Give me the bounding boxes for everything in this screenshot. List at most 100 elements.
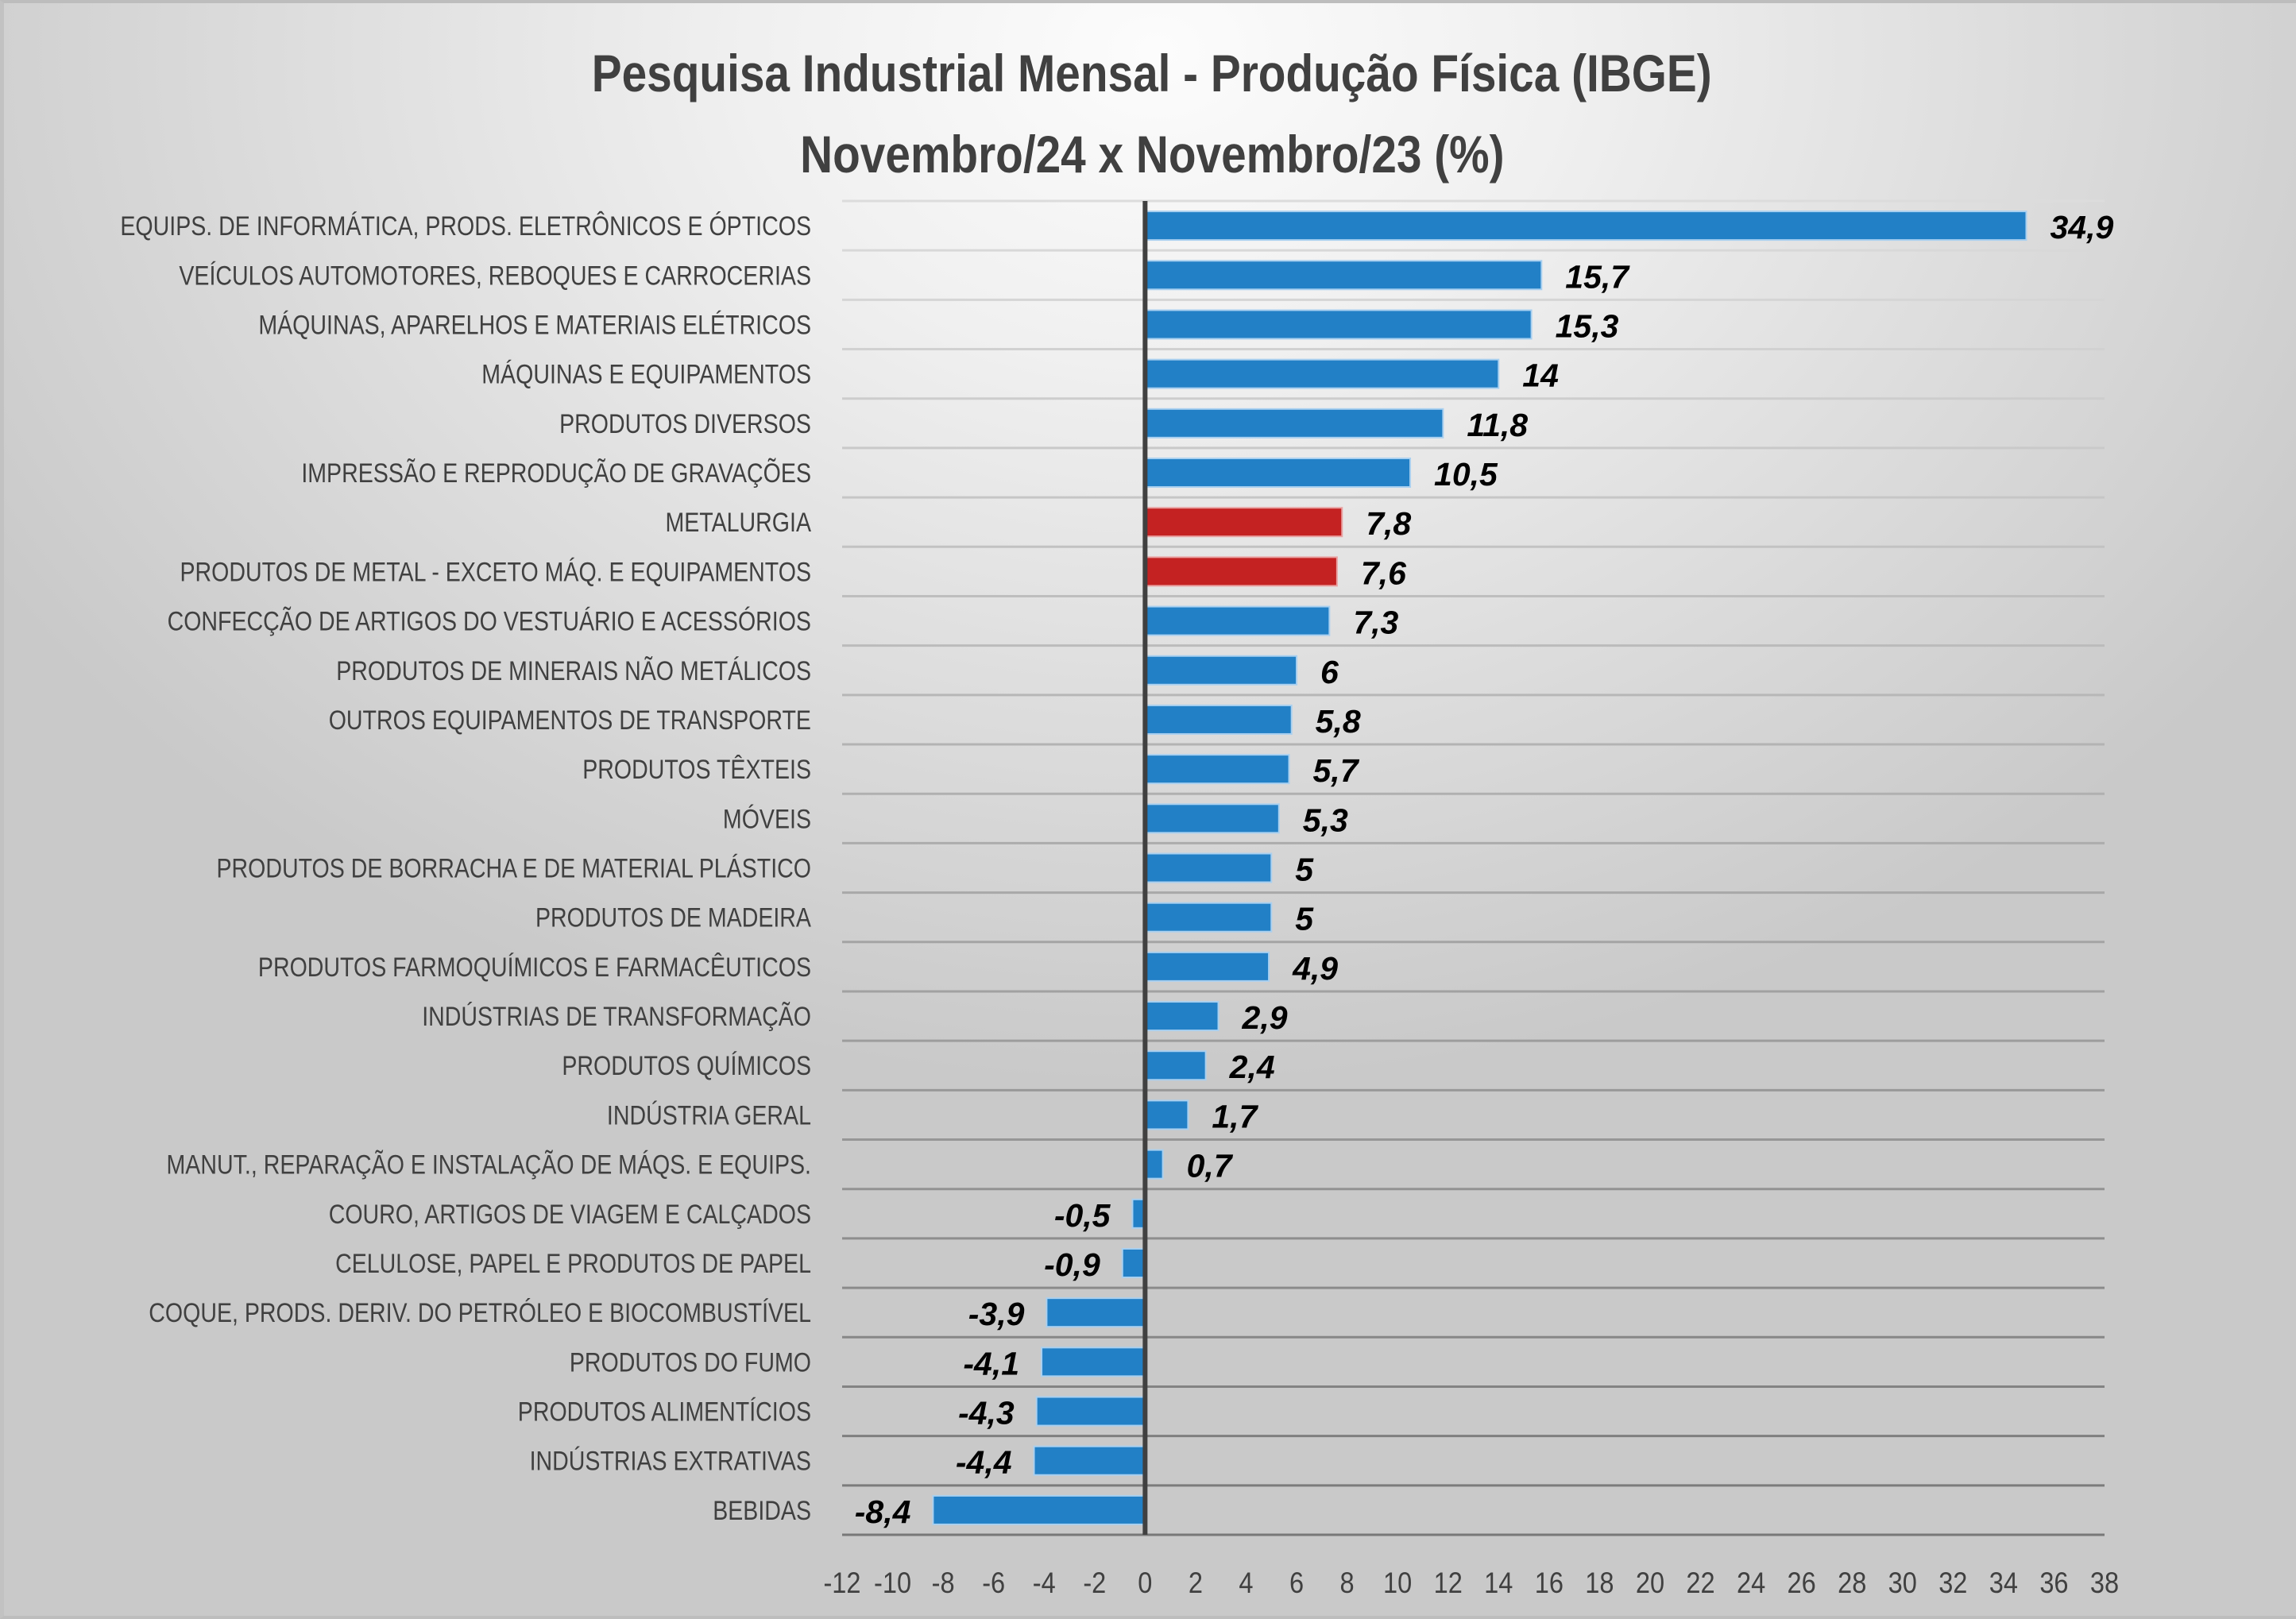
horizontal-gridlines bbox=[842, 199, 2105, 1536]
category-label: BEBIDAS bbox=[713, 1496, 811, 1526]
x-tick-label: 34 bbox=[1989, 1567, 2018, 1599]
chart-subtitle-text: Novembro/24 x Novembro/23 (%) bbox=[799, 125, 1505, 184]
x-tick-label: 24 bbox=[1737, 1567, 1765, 1599]
bar bbox=[1144, 852, 1273, 883]
x-tick-label: 10 bbox=[1383, 1567, 1412, 1599]
category-label: OUTROS EQUIPAMENTOS DE TRANSPORTE bbox=[329, 705, 811, 736]
chart-title: Pesquisa Industrial Mensal - Produção Fí… bbox=[4, 41, 2296, 105]
value-label: 7,8 bbox=[1366, 505, 1411, 542]
x-tick-label: 32 bbox=[1938, 1567, 1967, 1599]
x-tick-label: -4 bbox=[1033, 1567, 1056, 1599]
x-tick-label: 6 bbox=[1289, 1567, 1304, 1599]
bar bbox=[1033, 1445, 1146, 1476]
x-tick-labels: -12 -10 -8 -6 -4 -2 0 2 4 6 8 10 12 14 16 18 20 22 24 26 28 3… bbox=[823, 1567, 2119, 1599]
category-label: PRODUTOS DE BORRACHA E DE MATERIAL PLÁST… bbox=[216, 854, 811, 884]
bar bbox=[1144, 458, 1412, 489]
value-labels: 34,9 15,7 15,3 14 11,8 10,5 7,8 7,6 7,3 6 5,8 5,7 5,… bbox=[855, 209, 2114, 1530]
x-tick-label: 30 bbox=[1888, 1567, 1917, 1599]
bar bbox=[1144, 1099, 1189, 1130]
bar bbox=[1144, 211, 2027, 241]
value-label: -4,4 bbox=[956, 1444, 1012, 1481]
value-label: 5,7 bbox=[1313, 752, 1360, 789]
bar bbox=[1144, 1050, 1207, 1081]
bar bbox=[1041, 1347, 1146, 1378]
value-label: 5,3 bbox=[1303, 802, 1348, 838]
value-label: 4,9 bbox=[1292, 950, 1338, 987]
value-label: 6 bbox=[1320, 654, 1339, 690]
category-label: VEÍCULOS AUTOMOTORES, REBOQUES E CARROCE… bbox=[179, 261, 811, 291]
value-label: 0,7 bbox=[1187, 1148, 1234, 1184]
category-label: MÓVEIS bbox=[723, 804, 811, 834]
bar bbox=[1144, 1001, 1220, 1032]
value-label: 14 bbox=[1522, 357, 1559, 394]
x-tick-label: 0 bbox=[1138, 1567, 1152, 1599]
value-label: -0,5 bbox=[1054, 1197, 1111, 1234]
value-label: -8,4 bbox=[855, 1493, 911, 1530]
chart-title-text: Pesquisa Industrial Mensal - Produção Fí… bbox=[592, 44, 1712, 102]
value-label: -0,9 bbox=[1044, 1246, 1100, 1283]
x-tick-label: 14 bbox=[1484, 1567, 1513, 1599]
value-label: 10,5 bbox=[1434, 456, 1498, 493]
category-label: COURO, ARTIGOS DE VIAGEM E CALÇADOS bbox=[329, 1200, 811, 1230]
x-tick-label: -12 bbox=[823, 1567, 860, 1599]
bar bbox=[1144, 507, 1343, 538]
category-labels: EQUIPS. DE INFORMÁTICA, PRODS. ELETRÔNIC… bbox=[120, 211, 811, 1526]
x-tick-label: 8 bbox=[1340, 1567, 1355, 1599]
x-tick-label: -8 bbox=[932, 1567, 955, 1599]
value-label: -4,1 bbox=[963, 1345, 1019, 1381]
category-label: PRODUTOS DO FUMO bbox=[570, 1347, 811, 1378]
x-tick-label: 12 bbox=[1434, 1567, 1463, 1599]
category-label: COQUE, PRODS. DERIV. DO PETRÓLEO E BIOCO… bbox=[149, 1298, 811, 1328]
bar bbox=[1046, 1297, 1146, 1328]
value-label: 34,9 bbox=[2050, 209, 2113, 245]
value-label: 5 bbox=[1295, 901, 1314, 937]
x-tick-label: 20 bbox=[1636, 1567, 1664, 1599]
category-label: MÁQUINAS, APARELHOS E MATERIAIS ELÉTRICO… bbox=[258, 310, 811, 340]
bar bbox=[1144, 309, 1533, 340]
x-tick-label: -6 bbox=[982, 1567, 1005, 1599]
category-label: PRODUTOS QUÍMICOS bbox=[562, 1051, 811, 1081]
value-label: 5,8 bbox=[1316, 703, 1361, 740]
value-label: 7,6 bbox=[1361, 554, 1407, 591]
value-label: 15,3 bbox=[1556, 307, 1619, 344]
value-label: -4,3 bbox=[958, 1395, 1015, 1432]
bar bbox=[1144, 655, 1298, 686]
x-tick-label: 18 bbox=[1585, 1567, 1614, 1599]
category-label: IMPRESSÃO E REPRODUÇÃO DE GRAVAÇÕES bbox=[301, 458, 811, 489]
category-label: INDÚSTRIAS EXTRATIVAS bbox=[530, 1447, 811, 1477]
value-label: 2,4 bbox=[1229, 1049, 1275, 1085]
category-label: PRODUTOS FARMOQUÍMICOS E FARMACÊUTICOS bbox=[258, 952, 811, 983]
category-label: PRODUTOS TÊXTEIS bbox=[582, 755, 811, 785]
bar bbox=[1144, 556, 1338, 587]
bar bbox=[1144, 902, 1273, 933]
category-label: PRODUTOS DIVERSOS bbox=[559, 409, 811, 439]
x-tick-label: -10 bbox=[874, 1567, 911, 1599]
bar bbox=[1144, 754, 1290, 785]
x-tick-label: 26 bbox=[1788, 1567, 1816, 1599]
bar bbox=[1144, 803, 1280, 834]
bar bbox=[1144, 1149, 1164, 1180]
x-tick-label: 2 bbox=[1189, 1567, 1203, 1599]
value-label: 1,7 bbox=[1212, 1098, 1258, 1134]
value-label: 11,8 bbox=[1467, 407, 1528, 443]
x-tick-label: 28 bbox=[1838, 1567, 1866, 1599]
chart-subtitle: Novembro/24 x Novembro/23 (%) bbox=[4, 122, 2296, 186]
category-label: MANUT., REPARAÇÃO E INSTALAÇÃO DE MÁQS. … bbox=[167, 1150, 811, 1180]
value-label: -3,9 bbox=[968, 1296, 1025, 1332]
category-label: PRODUTOS DE METAL - EXCETO MÁQ. E EQUIPA… bbox=[180, 557, 811, 587]
category-label: CELULOSE, PAPEL E PRODUTOS DE PAPEL bbox=[335, 1249, 811, 1279]
bar bbox=[1144, 358, 1500, 389]
category-label: PRODUTOS DE MINERAIS NÃO METÁLICOS bbox=[336, 656, 811, 686]
bar bbox=[1144, 408, 1444, 439]
x-tick-label: 4 bbox=[1239, 1567, 1253, 1599]
category-label: CONFECÇÃO DE ARTIGOS DO VESTUÁRIO E ACES… bbox=[168, 607, 811, 637]
category-label: INDÚSTRIAS DE TRANSFORMAÇÃO bbox=[422, 1002, 811, 1032]
bar bbox=[1144, 605, 1331, 636]
category-label: PRODUTOS ALIMENTÍCIOS bbox=[518, 1397, 811, 1428]
category-label: PRODUTOS DE MADEIRA bbox=[535, 903, 811, 933]
bar bbox=[1121, 1247, 1146, 1278]
bar bbox=[1144, 260, 1543, 291]
category-label: METALURGIA bbox=[665, 508, 811, 538]
x-tick-label: 16 bbox=[1535, 1567, 1564, 1599]
